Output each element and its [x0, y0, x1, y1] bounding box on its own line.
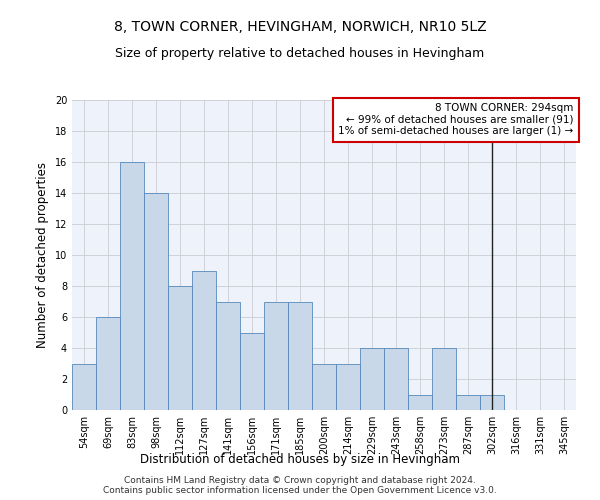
Bar [120, 162, 144, 410]
Bar [288, 302, 312, 410]
Bar [96, 317, 120, 410]
Bar [144, 193, 168, 410]
Bar [192, 270, 216, 410]
Bar [312, 364, 336, 410]
Bar [240, 332, 264, 410]
Bar [456, 394, 480, 410]
Bar [168, 286, 192, 410]
Bar [408, 394, 432, 410]
Bar [216, 302, 240, 410]
Bar [336, 364, 360, 410]
Bar [384, 348, 408, 410]
Bar [72, 364, 96, 410]
Y-axis label: Number of detached properties: Number of detached properties [36, 162, 49, 348]
Bar [480, 394, 504, 410]
Bar [360, 348, 384, 410]
Bar [432, 348, 456, 410]
Bar [264, 302, 288, 410]
Text: Size of property relative to detached houses in Hevingham: Size of property relative to detached ho… [115, 48, 485, 60]
Text: 8 TOWN CORNER: 294sqm
← 99% of detached houses are smaller (91)
1% of semi-detac: 8 TOWN CORNER: 294sqm ← 99% of detached … [338, 103, 574, 136]
Text: Contains HM Land Registry data © Crown copyright and database right 2024.
Contai: Contains HM Land Registry data © Crown c… [103, 476, 497, 495]
Text: 8, TOWN CORNER, HEVINGHAM, NORWICH, NR10 5LZ: 8, TOWN CORNER, HEVINGHAM, NORWICH, NR10… [113, 20, 487, 34]
Text: Distribution of detached houses by size in Hevingham: Distribution of detached houses by size … [140, 452, 460, 466]
